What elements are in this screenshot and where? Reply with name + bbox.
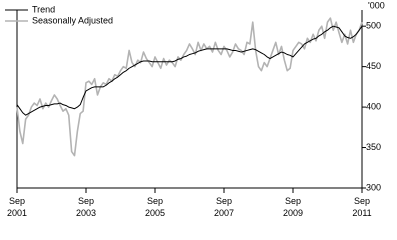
y-tick-label: 400 (366, 101, 381, 111)
x-tick-label: Sep 2003 (76, 196, 96, 218)
x-tick-label: Sep 2007 (214, 196, 234, 218)
y-unit: '000 (368, 0, 385, 10)
x-tick-label: Sep 2009 (283, 196, 303, 218)
y-tick-label: 300 (366, 182, 381, 192)
x-tick-label: Sep 2011 (352, 196, 371, 218)
x-tick-label: Sep 2005 (145, 196, 165, 218)
chart: 300 350 400 450 500 '000 Sep 2001 Sep 2003 Sep 2005… (5, 0, 385, 218)
series-line (16, 17, 363, 157)
y-tick-label: 500 (366, 21, 381, 31)
series-line (16, 25, 363, 116)
legend-label: Seasonally Adjusted (32, 15, 113, 25)
y-tick-label: 350 (366, 142, 381, 152)
x-tick-label: Sep 2001 (7, 196, 27, 218)
y-tick-label: 450 (366, 61, 381, 71)
legend-label: Trend (32, 4, 55, 14)
